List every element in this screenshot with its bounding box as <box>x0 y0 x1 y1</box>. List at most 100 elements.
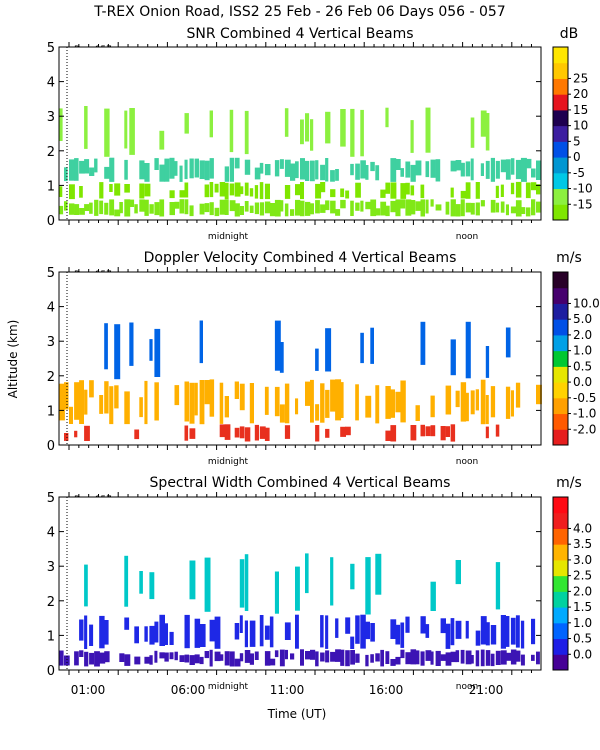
spectral-echo-cell <box>249 653 254 665</box>
snr-echo-cell <box>114 209 121 217</box>
snr-echo-cell <box>490 157 495 182</box>
snr-echo-cell <box>355 182 361 198</box>
spectral-echo-cell <box>204 557 211 612</box>
snr-echo-cell <box>495 185 499 198</box>
snr-panel-title: SNR Combined 4 Vertical Beams <box>186 26 413 42</box>
spectral-colorbar-swatch <box>553 497 568 514</box>
spectral-echo-cell <box>94 651 100 667</box>
snr-echo-cell <box>284 203 289 217</box>
snr-echo-cell <box>405 161 411 178</box>
snr-y-tick-label: 2 <box>47 145 55 160</box>
snr-echo-cell <box>370 161 375 172</box>
spectral-echo-cell <box>400 649 405 659</box>
spectral-echo-cell <box>164 652 169 662</box>
snr-echo-cell <box>480 163 484 176</box>
snr-echo-cell <box>305 113 310 142</box>
doppler-echo-cell <box>450 339 456 376</box>
spectral-echo-cell <box>79 619 84 641</box>
doppler-echo-cell <box>440 426 446 441</box>
spectral-echo-cell <box>169 652 174 660</box>
doppler-echo-cell <box>224 396 229 418</box>
spectral-echo-cell <box>84 651 89 667</box>
snr-echo-cell <box>284 185 291 199</box>
spectral-echo-cell <box>395 656 401 665</box>
doppler-colorbar-label: -1.0 <box>573 407 596 421</box>
spectral-plot-area <box>59 497 541 670</box>
snr-echo-cell <box>395 199 401 217</box>
spectral-echo-cell <box>104 620 109 645</box>
snr-echo-cell <box>134 204 138 214</box>
doppler-colorbar-label: 0.0 <box>573 375 592 389</box>
doppler-panel-title: Doppler Velocity Combined 4 Vertical Bea… <box>144 250 457 266</box>
snr-echo-cell <box>249 188 254 197</box>
snr-colorbar-frame <box>552 46 569 221</box>
spectral-colorbar-swatch <box>553 654 568 671</box>
snr-echo-cell <box>264 183 270 200</box>
snr-echo-cell <box>385 205 390 217</box>
snr-colorbar-swatch <box>553 78 568 95</box>
doppler-echo-cell <box>239 383 245 411</box>
snr-echo-cell <box>159 164 166 182</box>
snr-echo-cell <box>164 158 170 182</box>
spectral-echo-cell <box>536 651 540 665</box>
snr-echo-cell <box>400 183 407 199</box>
doppler-echo-cell <box>320 383 325 423</box>
spectral-echo-cell <box>375 553 382 595</box>
doppler-echo-cell <box>174 385 180 406</box>
spectral-colorbar-swatch <box>553 622 568 640</box>
spectral-echo-cell <box>490 653 495 667</box>
doppler-colorbar-swatch <box>553 334 568 352</box>
spectral-echo-cell <box>274 571 279 614</box>
spectral-y-tick-label: 4 <box>47 526 55 541</box>
snr-echo-cell <box>129 199 135 207</box>
doppler-echo-cell <box>340 382 344 418</box>
snr-echo-cell <box>274 160 280 177</box>
doppler-y-tick-label: 4 <box>47 301 55 316</box>
snr-y-tick-label: 4 <box>47 76 55 91</box>
snr-colorbar-swatch <box>553 109 568 127</box>
spectral-echo-cell <box>320 652 325 662</box>
snr-echo-cell <box>300 182 304 200</box>
spectral-echo-cell <box>385 651 390 664</box>
spectral-echo-cell <box>229 651 235 667</box>
spectral-colorbar-swatch <box>553 559 568 577</box>
doppler-colorbar-swatch <box>553 303 568 320</box>
spectral-echo-cell <box>400 622 405 648</box>
snr-echo-cell <box>139 183 145 199</box>
spectral-echo-cell <box>430 651 434 665</box>
snr-echo-cell <box>520 157 527 182</box>
snr-echo-cell <box>320 204 326 213</box>
spectral-x-tick-label: 01:00 <box>71 683 106 697</box>
snr-colorbar-swatch <box>553 62 568 79</box>
spectral-echo-cell <box>440 618 446 634</box>
snr-echo-cell <box>515 159 522 180</box>
doppler-echo-cell <box>189 382 195 424</box>
snr-echo-cell <box>360 109 364 157</box>
snr-colorbar-swatch <box>553 94 568 111</box>
spectral-echo-cell <box>264 625 270 640</box>
snr-echo-cell <box>325 111 331 144</box>
snr-echo-cell <box>229 157 234 182</box>
snr-echo-layer-1 <box>59 181 541 200</box>
spectral-echo-cell <box>510 617 516 645</box>
snr-echo-cell <box>229 109 234 153</box>
snr-colorbar-label: 10 <box>573 119 588 133</box>
spectral-echo-cell <box>435 650 441 666</box>
spectral-echo-cell <box>149 572 155 600</box>
snr-echo-cell <box>370 199 377 217</box>
spectral-colorbar-swatch <box>553 544 568 561</box>
snr-echo-cell <box>315 160 319 180</box>
doppler-echo-cell <box>485 426 489 439</box>
snr-echo-cell <box>259 162 264 174</box>
doppler-noon-label: noon <box>456 457 478 467</box>
spectral-colorbar-swatch <box>553 512 568 529</box>
snr-echo-cell <box>380 201 387 216</box>
snr-colorbar-swatch <box>553 141 568 158</box>
snr-echo-cell <box>214 183 219 193</box>
doppler-echo-cell <box>199 380 205 425</box>
doppler-echo-cell <box>455 390 460 408</box>
spectral-echo-cell <box>375 653 380 662</box>
spectral-colorbar-label: 1.5 <box>573 600 592 614</box>
doppler-echo-cell <box>310 379 314 423</box>
spectral-echo-cell <box>204 651 210 659</box>
